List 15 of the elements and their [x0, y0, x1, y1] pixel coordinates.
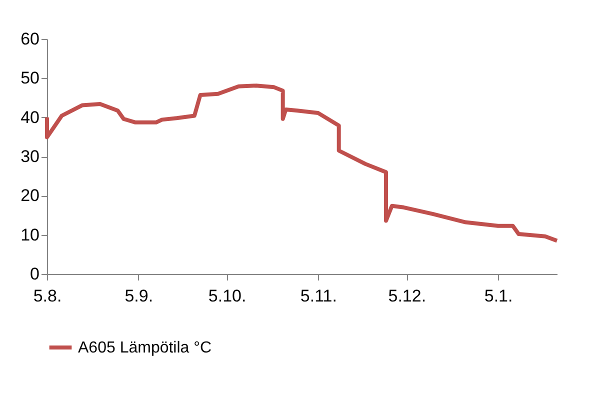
- line-series: [45, 84, 559, 243]
- x-tick-label: 5.1.: [484, 286, 513, 306]
- x-tick-label: 5.10.: [208, 286, 246, 306]
- y-tick-label: 40: [20, 108, 40, 127]
- x-tick-label: 5.9.: [124, 286, 154, 306]
- x-tick-label: 5.12.: [388, 286, 426, 306]
- y-tick-label: 0: [30, 264, 40, 284]
- legend-label: A605 Lämpötila °C: [78, 340, 212, 356]
- y-tick-label: 60: [20, 30, 40, 48]
- y-tick-label: 20: [20, 186, 40, 206]
- x-tick-label: 5.11.: [300, 286, 337, 306]
- y-tick-label: 50: [20, 68, 40, 88]
- x-tick-label: 5.8.: [33, 286, 62, 306]
- y-tick-label: 30: [20, 147, 40, 166]
- y-tick-label: 10: [20, 225, 40, 244]
